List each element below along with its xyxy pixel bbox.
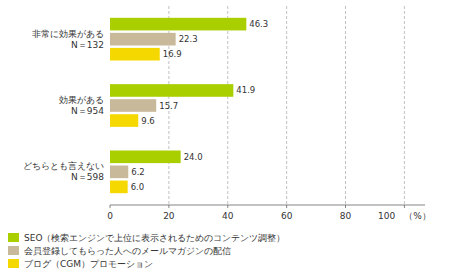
data-label: 22.3 [179,34,198,44]
tick-mark [110,205,111,208]
tick-mark [168,205,169,208]
tick-label: 80 [340,211,352,221]
axis-line [110,205,425,206]
data-label: 41.9 [236,85,255,95]
tick-label: 40 [222,211,234,221]
bar [110,48,160,61]
bar [110,181,128,194]
data-label: 6.0 [131,182,145,192]
category-label: 効果があるN＝954 [59,95,104,116]
category-label: どちらとも言えないN＝598 [23,161,104,182]
bar [110,84,233,97]
legend: SEO（検索エンジンで上位に表示されるためのコンテンツ調整） 会員登録してもらった… [8,233,285,269]
bar [110,150,181,163]
y-axis: 非常に効果があるN＝132 効果があるN＝954 どちらとも言えないN＝598 [23,29,104,183]
legend-label: 会員登録してもらった人へのメールマガジンの配信 [24,246,231,256]
grid [169,6,405,205]
bar [110,99,156,112]
tick-label: 100 （%） [378,211,431,221]
tick-mark [404,205,405,208]
data-label: 24.0 [184,152,203,162]
data-label: 16.9 [163,49,182,59]
tick-label: 0 [107,211,113,221]
grid-line [404,6,405,205]
tick-mark [227,205,228,208]
data-labels: 46.3 22.3 16.9 41.9 15.7 9.6 24.0 6.2 6.0 [131,19,269,192]
grid-line [227,6,228,205]
data-label: 15.7 [159,101,178,111]
bar [110,18,246,31]
bar [110,33,176,46]
bar [110,166,128,179]
legend-swatch [8,233,19,242]
data-label: 46.3 [249,19,268,29]
grid-line [345,6,346,205]
tick-label: 60 [281,211,293,221]
bars [110,18,246,193]
tick-mark [286,205,287,208]
legend-swatch [8,259,19,268]
chart: 0 20 40 60 80 100 （%） 46.3 22.3 16.9 41.9 15.7 9.6 2… [0,0,459,274]
legend-label: SEO（検索エンジンで上位に表示されるためのコンテンツ調整） [24,233,285,243]
tick-label: 20 [163,211,175,221]
data-label: 6.2 [131,167,145,177]
legend-label: ブログ（CGM）プロモーション [24,259,153,269]
x-axis: 0 20 40 60 80 100 （%） [107,205,431,221]
data-label: 9.6 [141,116,155,126]
tick-mark [345,205,346,208]
bar [110,114,138,127]
grid-line [286,6,287,205]
category-label: 非常に効果があるN＝132 [32,29,104,50]
legend-swatch [8,246,19,255]
